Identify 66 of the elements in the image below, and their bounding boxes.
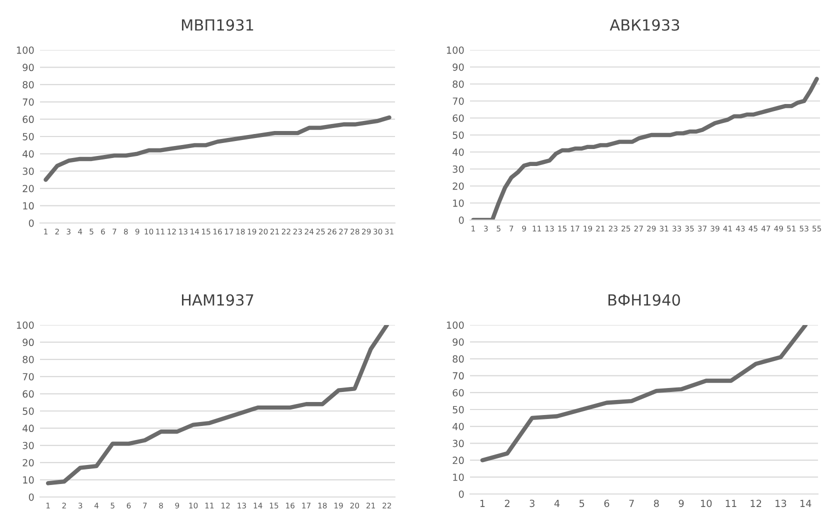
chart-title: НАМ1937 — [182, 294, 254, 306]
x-tick-label: 5 — [580, 500, 584, 508]
y-tick-label: 50 — [22, 132, 34, 140]
x-tick-label: 3 — [530, 500, 534, 508]
y-tick-label: 60 — [22, 116, 34, 124]
x-tick-label: 11 — [726, 500, 736, 507]
line-series — [471, 76, 819, 220]
y-tick-label: 70 — [22, 98, 34, 106]
y-tick-label: 60 — [22, 390, 34, 398]
y-tick-label: 100 — [446, 321, 464, 329]
y-tick-label: 90 — [22, 338, 34, 346]
y-tick-label: 70 — [452, 97, 464, 105]
y-tick-label: 40 — [452, 148, 464, 156]
y-tick-label: 0 — [28, 493, 34, 501]
y-tick-label: 20 — [452, 456, 464, 464]
y-tick-label: 50 — [452, 406, 464, 414]
chart-title: ВФН1940 — [608, 294, 680, 306]
x-tick-label: 14 — [800, 500, 812, 507]
y-tick-label: 10 — [23, 476, 34, 484]
x-tick-label: 6 — [604, 500, 610, 508]
y-tick-label: 40 — [452, 422, 464, 430]
y-tick-label: 10 — [453, 474, 464, 481]
y-tick-label: 0 — [28, 219, 34, 227]
y-tick-label: 30 — [452, 165, 464, 173]
y-tick-label: 70 — [22, 373, 34, 380]
x-tick-label: 7 — [629, 500, 634, 507]
y-tick-label: 30 — [22, 168, 34, 175]
y-tick-label: 90 — [22, 64, 34, 72]
line-series — [480, 325, 808, 462]
y-tick-label: 100 — [16, 46, 34, 54]
y-tick-label: 80 — [22, 356, 34, 364]
y-tick-label: 90 — [452, 338, 464, 346]
y-tick-label: 80 — [452, 80, 464, 88]
y-tick-label: 20 — [22, 459, 34, 466]
y-tick-label: 40 — [22, 424, 34, 432]
y-tick-label: 90 — [452, 63, 464, 71]
y-tick-label: 10 — [23, 202, 34, 210]
y-tick-label: 80 — [22, 81, 34, 88]
y-tick-label: 70 — [452, 372, 464, 380]
y-tick-label: 30 — [452, 440, 464, 448]
x-tick-label: 1 — [480, 500, 485, 507]
y-tick-label: 60 — [452, 389, 464, 396]
y-tick-label: 20 — [22, 184, 34, 192]
line-series — [44, 115, 392, 182]
x-tick-label: 2 — [504, 500, 510, 507]
y-tick-label: 60 — [452, 114, 464, 122]
line-series — [46, 325, 390, 486]
y-tick-label: 0 — [458, 490, 464, 498]
y-tick-label: 50 — [22, 407, 34, 415]
y-tick-label: 100 — [446, 46, 464, 54]
x-tick-label: 8 — [654, 500, 659, 508]
y-tick-label: 30 — [22, 442, 34, 450]
y-tick-label: 50 — [452, 131, 464, 139]
x-tick-label: 12 — [750, 500, 762, 507]
y-tick-label: 100 — [16, 321, 34, 329]
chart-title: АВК1933 — [610, 19, 680, 31]
x-tick-label: 13 — [776, 500, 786, 508]
y-tick-label: 20 — [452, 182, 464, 190]
x-tick-label: 10 — [701, 500, 712, 508]
y-tick-label: 80 — [452, 355, 464, 363]
y-tick-label: 0 — [458, 216, 464, 224]
x-tick-label: 4 — [554, 500, 560, 507]
x-tick-label: 9 — [678, 500, 684, 508]
chart-title: МВП1931 — [182, 19, 254, 31]
y-tick-label: 10 — [453, 199, 464, 207]
y-tick-label: 40 — [22, 150, 34, 158]
